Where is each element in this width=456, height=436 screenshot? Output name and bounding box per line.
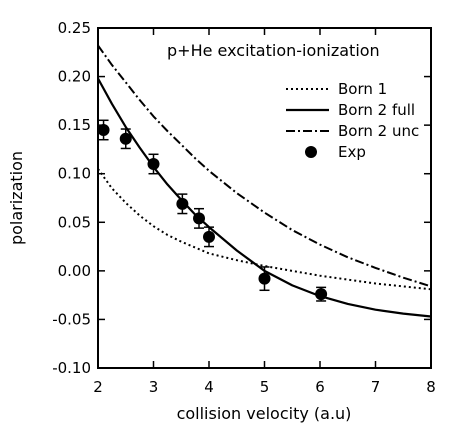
y-tick-label: 0.25 (58, 19, 91, 37)
data-point (203, 230, 215, 243)
x-tick-label: 8 (426, 378, 436, 396)
legend: Born 1 Born 2 full Born 2 unc Exp (286, 80, 419, 161)
x-tick-label: 4 (204, 378, 214, 396)
axis-ticks: 2 3 4 5 6 7 8 -0.10 -0.05 0.00 0.05 0.10 0.15 0.20 0.2… (52, 19, 436, 396)
series-line-2 (97, 44, 432, 288)
y-tick-label: 0.05 (58, 213, 91, 231)
x-tick-label: 2 (93, 378, 103, 396)
x-tick-label: 6 (315, 378, 325, 396)
y-tick-label: 0.20 (58, 68, 91, 86)
y-tick-label: -0.10 (52, 359, 91, 377)
y-tick-label: 0.15 (58, 116, 91, 134)
data-point (119, 132, 132, 145)
data-point (193, 212, 206, 225)
plot-frame (97, 27, 432, 369)
chart-annotation: p+He excitation-ionization (167, 41, 380, 60)
data-point (147, 158, 160, 170)
x-tick-label: 5 (260, 378, 270, 396)
legend-label-born2-full: Born 2 full (338, 101, 415, 119)
data-point (97, 124, 110, 136)
data-point (258, 272, 271, 285)
legend-label-exp: Exp (338, 143, 366, 161)
y-axis-title: polarization (7, 151, 26, 245)
y-tick-label: 0.00 (58, 262, 91, 280)
x-axis-title: collision velocity (a.u) (177, 404, 352, 423)
x-tick-label: 7 (371, 378, 381, 396)
data-point (315, 288, 328, 301)
legend-label-born1: Born 1 (338, 80, 387, 98)
legend-label-born2-unc: Born 2 unc (338, 122, 419, 140)
x-tick-label: 3 (149, 378, 159, 396)
series-line-0 (97, 168, 432, 291)
y-tick-label: 0.10 (58, 165, 91, 183)
data-point (176, 197, 189, 210)
legend-marker-exp (305, 146, 317, 158)
experimental-points (97, 119, 328, 302)
y-tick-label: -0.05 (52, 310, 91, 328)
